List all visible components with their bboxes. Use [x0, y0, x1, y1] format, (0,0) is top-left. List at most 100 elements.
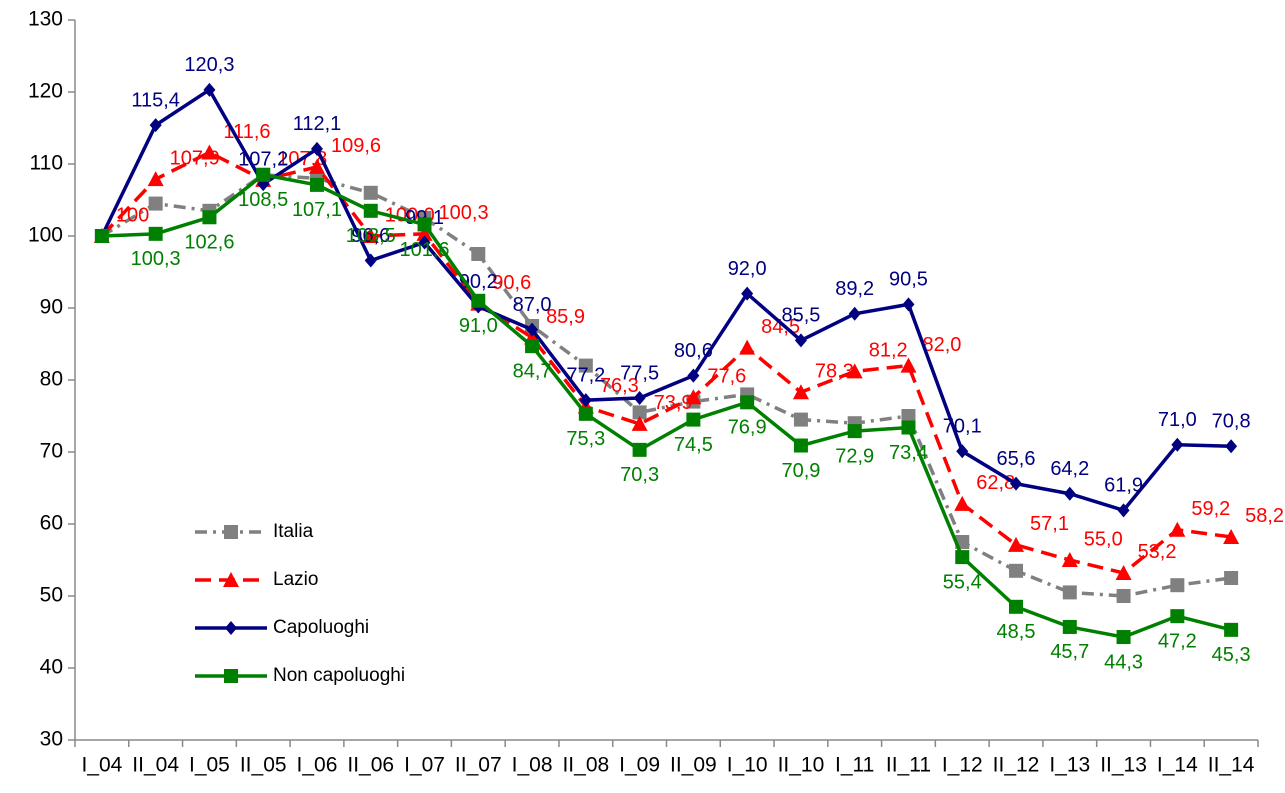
- x-tick-label: I_12: [942, 754, 983, 777]
- data-label: 89,2: [835, 278, 874, 300]
- x-tick-label: I_08: [512, 754, 553, 777]
- data-point: [847, 424, 862, 439]
- data-label: 80,6: [674, 340, 713, 362]
- data-point: [1008, 536, 1025, 552]
- data-label: 77,5: [620, 362, 659, 384]
- data-point: [471, 293, 486, 308]
- data-point: [846, 363, 863, 379]
- series-line: [100, 87, 1232, 513]
- data-point: [148, 226, 163, 241]
- data-label: 102,6: [184, 232, 234, 254]
- data-point: [741, 286, 754, 301]
- data-label: 55,4: [943, 571, 982, 593]
- data-point: [901, 409, 916, 423]
- data-point: [578, 358, 593, 373]
- data-label: 55,0: [1084, 528, 1123, 550]
- data-point: [1062, 619, 1077, 634]
- x-tick-label: I_11: [835, 754, 874, 777]
- data-point: [147, 171, 164, 187]
- x-tick-label: II_08: [562, 754, 609, 777]
- data-point: [631, 415, 648, 431]
- x-tick-label: I_04: [81, 754, 122, 777]
- data-point: [794, 333, 807, 348]
- data-point: [309, 177, 324, 192]
- data-point: [1224, 622, 1239, 637]
- data-point: [1009, 563, 1024, 578]
- legend-marker: [223, 572, 239, 587]
- x-tick-label: II_09: [670, 754, 717, 777]
- data-label: 96,6: [351, 225, 390, 247]
- data-point: [418, 235, 431, 250]
- y-tick-label: 80: [40, 368, 63, 391]
- data-point: [1010, 476, 1023, 491]
- x-tick-label: I_06: [297, 754, 338, 777]
- data-point: [148, 196, 163, 211]
- data-point: [687, 368, 700, 383]
- data-label: 71,0: [1158, 409, 1197, 431]
- data-label: 72,9: [835, 445, 874, 467]
- y-tick-label: 60: [40, 512, 63, 535]
- legend-marker: [225, 621, 237, 635]
- legend-label: Non capoluoghi: [273, 665, 405, 686]
- data-label: 70,3: [620, 464, 659, 486]
- x-tick-label: I_09: [619, 754, 660, 777]
- data-label: 73,9: [654, 392, 693, 414]
- y-tick-label: 100: [28, 224, 63, 247]
- data-label: 115,4: [131, 89, 180, 111]
- data-point: [1062, 585, 1077, 600]
- x-tick-label: II_14: [1208, 754, 1255, 777]
- data-label: 64,2: [1050, 458, 1089, 480]
- data-point: [417, 217, 432, 232]
- data-point: [308, 158, 325, 174]
- data-label: 107,1: [292, 199, 342, 221]
- x-tick-label: I_10: [727, 754, 768, 777]
- x-tick-label: I_13: [1049, 754, 1090, 777]
- data-point: [363, 185, 378, 200]
- x-tick-label: II_04: [132, 754, 179, 777]
- data-label: 62,8: [976, 472, 1015, 494]
- data-point: [1117, 503, 1130, 518]
- data-label: 109,6: [331, 135, 381, 157]
- data-point: [685, 389, 702, 405]
- data-point: [362, 228, 379, 243]
- data-point: [954, 495, 971, 511]
- data-label: 100,3: [439, 202, 489, 224]
- data-label: 78,3: [815, 361, 854, 383]
- data-label: 48,5: [997, 621, 1036, 643]
- data-label: 73,4: [889, 442, 928, 464]
- data-label: 44,3: [1104, 651, 1143, 673]
- data-label: 45,7: [1050, 641, 1089, 663]
- legend-label: Italia: [273, 521, 314, 542]
- y-tick-label: 90: [40, 296, 63, 319]
- data-point: [1009, 599, 1024, 614]
- data-label: 77,2: [566, 364, 605, 386]
- x-tick-label: II_10: [778, 754, 825, 777]
- data-label: 53,2: [1138, 541, 1177, 563]
- series-line: [100, 150, 1232, 575]
- data-label: 107,2: [238, 148, 288, 170]
- data-point: [792, 384, 809, 400]
- data-point: [526, 322, 539, 337]
- data-point: [1063, 486, 1076, 501]
- data-point: [632, 442, 647, 457]
- data-point: [901, 420, 916, 435]
- data-label: 61,9: [1104, 475, 1143, 497]
- y-tick-label: 130: [28, 8, 63, 31]
- y-tick-label: 50: [40, 584, 63, 607]
- data-label: 108,5: [238, 189, 288, 211]
- x-tick-label: II_05: [240, 754, 287, 777]
- data-point: [525, 339, 540, 354]
- data-point: [1115, 564, 1132, 580]
- data-label: 70,9: [781, 460, 820, 482]
- data-label: 120,3: [184, 54, 234, 76]
- data-point: [793, 438, 808, 453]
- data-label: 59,2: [1191, 498, 1230, 520]
- data-point: [149, 118, 162, 133]
- data-label: 76,9: [728, 417, 767, 439]
- legend-marker: [224, 525, 238, 539]
- x-tick-label: II_13: [1100, 754, 1147, 777]
- data-point: [1170, 609, 1185, 624]
- series-line: [101, 172, 1232, 639]
- x-tick-label: II_07: [455, 754, 502, 777]
